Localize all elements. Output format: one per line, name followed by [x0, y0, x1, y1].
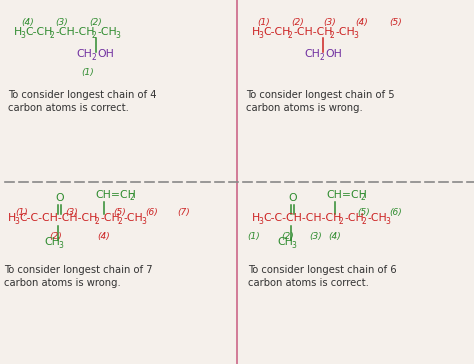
Text: (1): (1)	[16, 208, 28, 217]
Text: CH: CH	[44, 237, 60, 247]
Text: (3): (3)	[55, 18, 68, 27]
Text: (1): (1)	[258, 18, 270, 27]
Text: (6): (6)	[146, 208, 158, 217]
Text: (3): (3)	[310, 232, 322, 241]
Text: 3: 3	[353, 31, 358, 40]
Text: H: H	[8, 213, 16, 223]
Text: 3: 3	[14, 217, 19, 226]
Text: -CH: -CH	[100, 213, 120, 223]
Text: (2): (2)	[90, 18, 102, 27]
Text: 3: 3	[115, 31, 120, 40]
Text: (4): (4)	[22, 18, 35, 27]
Text: 3: 3	[258, 217, 263, 226]
Text: 2: 2	[362, 217, 367, 226]
Text: 2: 2	[320, 52, 325, 62]
Text: 2: 2	[92, 52, 97, 62]
Text: C-C-CH-CH-CH: C-C-CH-CH-CH	[19, 213, 97, 223]
Text: (1): (1)	[82, 68, 94, 77]
Text: -CH-CH: -CH-CH	[55, 27, 94, 37]
Text: -CH: -CH	[97, 27, 117, 37]
Text: (4): (4)	[98, 232, 110, 241]
Text: CH=CH: CH=CH	[326, 190, 367, 200]
Text: (2): (2)	[292, 18, 304, 27]
Text: OH: OH	[325, 49, 342, 59]
Text: 2: 2	[118, 217, 123, 226]
Text: To consider longest chain of 6: To consider longest chain of 6	[248, 265, 397, 275]
Text: CH: CH	[76, 49, 92, 59]
Text: (3): (3)	[324, 18, 337, 27]
Text: (3): (3)	[65, 208, 78, 217]
Text: (5): (5)	[357, 208, 370, 217]
Text: C-C-CH-CH-CH: C-C-CH-CH-CH	[263, 213, 341, 223]
Text: carbon atoms is correct.: carbon atoms is correct.	[8, 103, 129, 113]
Text: (4): (4)	[356, 18, 368, 27]
Text: CH: CH	[277, 237, 293, 247]
Text: 2: 2	[361, 194, 366, 202]
Text: -CH-CH: -CH-CH	[293, 27, 332, 37]
Text: 3: 3	[291, 241, 296, 249]
Text: -CH: -CH	[123, 213, 143, 223]
Text: (1): (1)	[247, 232, 260, 241]
Text: 3: 3	[58, 241, 63, 249]
Text: (6): (6)	[390, 208, 402, 217]
Text: CH=CH: CH=CH	[95, 190, 136, 200]
Text: CH: CH	[304, 49, 320, 59]
Text: 2: 2	[50, 31, 55, 40]
Text: (5): (5)	[390, 18, 402, 27]
Text: -CH: -CH	[344, 213, 364, 223]
Text: (4): (4)	[328, 232, 341, 241]
Text: C-CH: C-CH	[25, 27, 52, 37]
Text: 2: 2	[330, 31, 335, 40]
Text: carbon atoms is correct.: carbon atoms is correct.	[248, 278, 369, 288]
Text: To consider longest chain of 4: To consider longest chain of 4	[8, 90, 156, 100]
Text: To consider longest chain of 7: To consider longest chain of 7	[4, 265, 153, 275]
Text: (5): (5)	[114, 208, 127, 217]
Text: 3: 3	[258, 31, 263, 40]
Text: 3: 3	[141, 217, 146, 226]
Text: 2: 2	[95, 217, 100, 226]
Text: -CH: -CH	[335, 27, 355, 37]
Text: 2: 2	[92, 31, 97, 40]
Text: 2: 2	[288, 31, 293, 40]
Text: 3: 3	[20, 31, 25, 40]
Text: 2: 2	[130, 194, 135, 202]
Text: carbon atoms is wrong.: carbon atoms is wrong.	[246, 103, 363, 113]
Text: To consider longest chain of 5: To consider longest chain of 5	[246, 90, 395, 100]
Text: O: O	[55, 193, 64, 203]
Text: carbon atoms is wrong.: carbon atoms is wrong.	[4, 278, 121, 288]
Text: 2: 2	[339, 217, 344, 226]
Text: (7): (7)	[178, 208, 191, 217]
Text: H: H	[252, 213, 260, 223]
Text: (2): (2)	[282, 232, 294, 241]
Text: O: O	[288, 193, 297, 203]
Text: H: H	[14, 27, 22, 37]
Text: H: H	[252, 27, 260, 37]
Text: C-CH: C-CH	[263, 27, 291, 37]
Text: (2): (2)	[50, 232, 63, 241]
Text: -CH: -CH	[367, 213, 387, 223]
Text: 3: 3	[385, 217, 390, 226]
Text: OH: OH	[97, 49, 114, 59]
